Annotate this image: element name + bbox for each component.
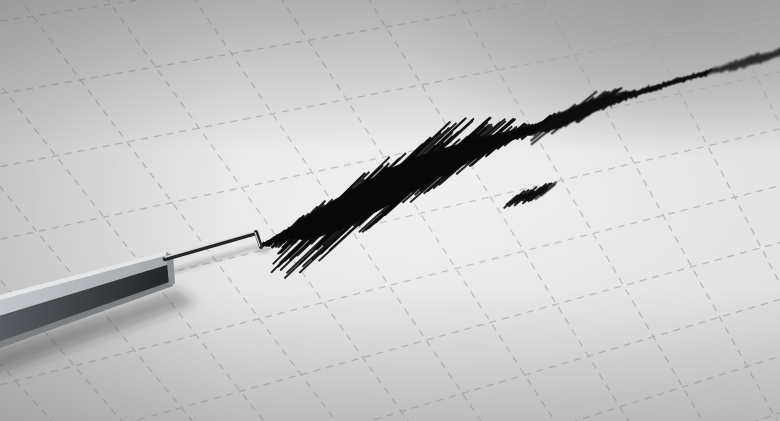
pen-shadow (0, 244, 269, 374)
pen-tip-highlight (254, 231, 261, 247)
seismogram-trace (259, 47, 780, 279)
pen-arm-side-face (0, 264, 172, 343)
pen-arm-bottom-lip (0, 281, 173, 349)
pen-needle-rod (162, 230, 259, 262)
trace-mid-section (530, 68, 713, 200)
pen-tip (254, 230, 263, 249)
pen-arm (0, 230, 263, 349)
pen-arm-top-face (0, 254, 170, 317)
pen-arm-ridge-highlight (0, 251, 168, 300)
pen-needle-rod-highlight (164, 230, 257, 258)
trace-near-section (259, 112, 556, 279)
trace-far-section (704, 47, 780, 76)
